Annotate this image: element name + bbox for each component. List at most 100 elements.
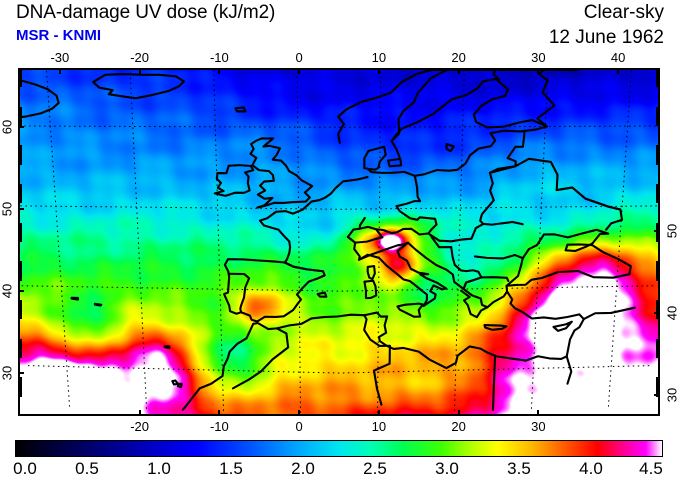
top-axis-label: 40 bbox=[610, 50, 626, 65]
coastline-sicily bbox=[396, 302, 424, 318]
bottom-tick bbox=[298, 410, 301, 416]
bottom-tick bbox=[457, 410, 460, 416]
coastline-sjaelland bbox=[387, 157, 403, 168]
coastline-adriatic-east bbox=[406, 241, 489, 319]
top-axis-label: 20 bbox=[451, 50, 466, 65]
coastline-border-no-se bbox=[390, 70, 448, 143]
map-frame bbox=[18, 68, 660, 416]
institute-label: MSR - KNMI bbox=[16, 27, 101, 44]
left-tick bbox=[18, 290, 24, 293]
top-axis-label: 0 bbox=[295, 50, 303, 65]
coastline-azores2 bbox=[93, 302, 103, 307]
top-axis-label: -20 bbox=[130, 50, 150, 65]
frame-segment bbox=[18, 145, 22, 165]
bottom-axis-label: 10 bbox=[371, 419, 387, 434]
coastline-border-gr-mk-al bbox=[462, 276, 510, 291]
coastline-overlay bbox=[20, 70, 636, 411]
frame-segment bbox=[656, 106, 660, 126]
coastline-baltic-south bbox=[366, 167, 451, 177]
coastline-blacksea-north bbox=[505, 228, 632, 287]
coastline-border-ro-bg bbox=[473, 253, 524, 260]
coastline-border-fi-ru bbox=[536, 70, 556, 128]
coastline-faroe bbox=[234, 106, 247, 113]
bottom-tick bbox=[377, 410, 380, 416]
frame-segment bbox=[18, 68, 22, 88]
bottom-tick bbox=[218, 410, 221, 416]
coastline-scandinavia bbox=[337, 70, 579, 144]
bottom-axis-label: 30 bbox=[531, 419, 546, 434]
coastline-border-hu-ro bbox=[427, 220, 524, 243]
colorbar-tick-label: 2.0 bbox=[291, 459, 315, 478]
coastline-cyprus bbox=[552, 320, 573, 332]
coastline-border-baltic bbox=[488, 129, 526, 174]
top-tick bbox=[537, 68, 540, 74]
coastline-bothnia-sweden bbox=[390, 77, 548, 172]
bottom-axis-label: -20 bbox=[130, 419, 150, 434]
top-tick bbox=[298, 68, 301, 74]
left-axis-label: 50 bbox=[0, 202, 15, 217]
colorbar bbox=[15, 440, 663, 457]
sky-condition-label: Clear-sky bbox=[583, 2, 664, 23]
frame-segment bbox=[18, 377, 22, 397]
coastline-border-tr-syr bbox=[582, 306, 636, 321]
coastline-border-ma-dz bbox=[231, 327, 290, 390]
bottom-axis-label: 20 bbox=[451, 419, 466, 434]
top-tick bbox=[138, 68, 141, 74]
top-axis-label: -30 bbox=[50, 50, 70, 65]
top-tick bbox=[377, 68, 380, 74]
coastline-nw-europe bbox=[258, 176, 369, 264]
colorbar-tick-label: 4.5 bbox=[639, 459, 663, 478]
coastline-nafrica bbox=[198, 311, 568, 390]
map-plot-area bbox=[18, 68, 660, 416]
colorbar-gradient bbox=[15, 440, 663, 457]
left-axis-label: 60 bbox=[0, 120, 15, 135]
top-axis-label: 30 bbox=[531, 50, 546, 65]
frame-segment bbox=[656, 222, 660, 242]
frame-segment bbox=[18, 300, 22, 320]
top-tick bbox=[58, 68, 61, 74]
bottom-axis-label: -10 bbox=[209, 419, 229, 434]
colorbar-tick-label: 1.0 bbox=[147, 459, 171, 478]
coastline-border-es-fr bbox=[283, 261, 325, 273]
coastline-iceland bbox=[92, 72, 185, 100]
left-tick bbox=[18, 372, 24, 375]
right-axis-label: 50 bbox=[664, 224, 678, 239]
date-label: 12 June 1962 bbox=[548, 27, 664, 48]
page-title: DNA-damage UV dose (kJ/m2) bbox=[16, 2, 276, 23]
bottom-axis-label: 0 bbox=[295, 419, 303, 434]
coastline-border-es-pt bbox=[228, 272, 251, 314]
coastline-canary bbox=[171, 379, 179, 386]
top-axis-label: -10 bbox=[209, 50, 229, 65]
coastline-madeira bbox=[163, 345, 171, 350]
coastline-sardinia bbox=[363, 279, 378, 300]
frame-segment bbox=[18, 106, 22, 126]
coastline-border-ch bbox=[346, 225, 384, 244]
coastline-turkey-south bbox=[506, 290, 585, 358]
top-axis-label: 10 bbox=[371, 50, 387, 65]
top-tick bbox=[617, 68, 620, 74]
frame-segment bbox=[656, 68, 660, 88]
coastline-border-ly-eg bbox=[491, 355, 497, 411]
frame-segment bbox=[18, 261, 22, 281]
colorbar-tick-label: 3.5 bbox=[507, 459, 531, 478]
coastline-iberia bbox=[223, 258, 326, 323]
uv-dose-heatmap bbox=[20, 70, 658, 414]
colorbar-tick-label: 2.5 bbox=[363, 459, 387, 478]
frame-segment bbox=[18, 184, 22, 204]
coastline-balearics bbox=[316, 291, 328, 298]
coastline-border-pl-by-ua bbox=[479, 171, 495, 225]
bottom-tick bbox=[138, 410, 141, 416]
frame-segment bbox=[18, 222, 22, 242]
left-axis-label: 40 bbox=[0, 283, 15, 299]
colorbar-tick-labels: 0.0 0.5 1.0 1.5 2.0 2.5 3.0 3.5 4.0 4.5 bbox=[0, 459, 678, 480]
frame-segment bbox=[656, 377, 660, 397]
coastline-border-de-pl-cz bbox=[395, 174, 422, 221]
coastline-corsica bbox=[366, 264, 376, 281]
top-tick bbox=[457, 68, 460, 74]
coastline-greenland bbox=[20, 79, 60, 119]
colorbar-tick-label: 0.5 bbox=[75, 459, 99, 478]
coastline-aegean-turkey bbox=[486, 269, 631, 309]
coastline-border-il-eg bbox=[565, 355, 573, 385]
frame-segment bbox=[656, 338, 660, 358]
colorbar-tick-label: 1.5 bbox=[219, 459, 243, 478]
